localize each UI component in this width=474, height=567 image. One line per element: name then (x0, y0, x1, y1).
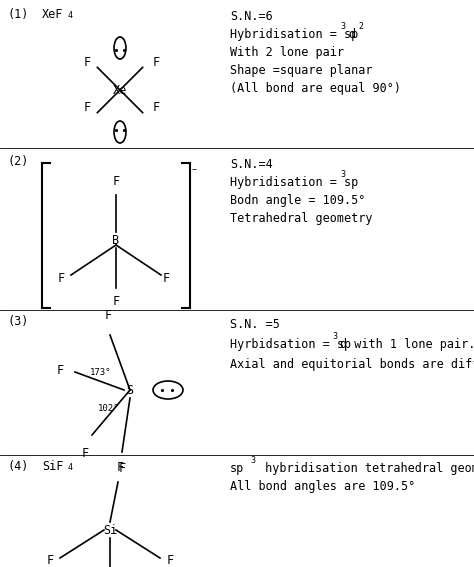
Text: F: F (117, 461, 124, 474)
Text: SiF: SiF (42, 460, 64, 473)
Ellipse shape (114, 121, 126, 143)
Text: (1): (1) (8, 8, 29, 21)
Text: S: S (127, 383, 134, 396)
Text: F: F (57, 272, 64, 285)
Text: hybridisation tetrahedral geometry: hybridisation tetrahedral geometry (258, 462, 474, 475)
Ellipse shape (153, 381, 183, 399)
Text: Hybridisation = sp: Hybridisation = sp (230, 176, 358, 189)
Text: F: F (83, 56, 91, 69)
Text: 2: 2 (358, 22, 363, 31)
Text: Si: Si (103, 523, 117, 536)
Text: Xe: Xe (113, 83, 127, 96)
Text: (All bond are equal 90°): (All bond are equal 90°) (230, 82, 401, 95)
Text: Axial and equitorial bonds are different.: Axial and equitorial bonds are different… (230, 358, 474, 371)
Text: B: B (112, 234, 119, 247)
Text: 3: 3 (250, 456, 255, 465)
Text: S.N.=4: S.N.=4 (230, 158, 273, 171)
Text: (4): (4) (8, 460, 29, 473)
Text: All bond angles are 109.5°: All bond angles are 109.5° (230, 480, 415, 493)
Text: (2): (2) (8, 155, 29, 168)
Text: S.N.=6: S.N.=6 (230, 10, 273, 23)
Text: S.N. =5: S.N. =5 (230, 318, 280, 331)
Text: F: F (112, 175, 119, 188)
Text: F: F (163, 272, 170, 285)
Text: Bodn angle = 109.5°: Bodn angle = 109.5° (230, 194, 365, 207)
Text: F: F (153, 56, 160, 69)
Text: F: F (118, 462, 126, 475)
Text: F: F (56, 363, 64, 376)
Text: 3: 3 (340, 170, 345, 179)
Text: F: F (83, 101, 91, 114)
Ellipse shape (114, 37, 126, 59)
Text: F: F (46, 553, 54, 566)
Text: Hybridisation = sp: Hybridisation = sp (230, 28, 358, 41)
Text: Tetrahedral geometry: Tetrahedral geometry (230, 212, 373, 225)
Text: sp: sp (230, 462, 244, 475)
Text: F: F (166, 553, 173, 566)
Text: F: F (112, 295, 119, 308)
Text: Hyrbidsation = sp: Hyrbidsation = sp (230, 338, 351, 351)
Text: XeF: XeF (42, 8, 64, 21)
Text: 4: 4 (68, 11, 73, 20)
Text: F: F (104, 309, 111, 322)
Text: 4: 4 (68, 463, 73, 472)
Text: F: F (82, 447, 89, 460)
Text: F: F (153, 101, 160, 114)
Text: With 2 lone pair: With 2 lone pair (230, 46, 344, 59)
Text: 3: 3 (340, 22, 345, 31)
Text: d with 1 lone pair.: d with 1 lone pair. (340, 338, 474, 351)
Text: (3): (3) (8, 315, 29, 328)
Text: d: d (348, 28, 355, 41)
Text: Shape =square planar: Shape =square planar (230, 64, 373, 77)
Text: 102°: 102° (98, 404, 119, 413)
Text: −: − (192, 165, 197, 174)
Text: 3: 3 (332, 332, 337, 341)
Text: 173°: 173° (90, 368, 111, 377)
